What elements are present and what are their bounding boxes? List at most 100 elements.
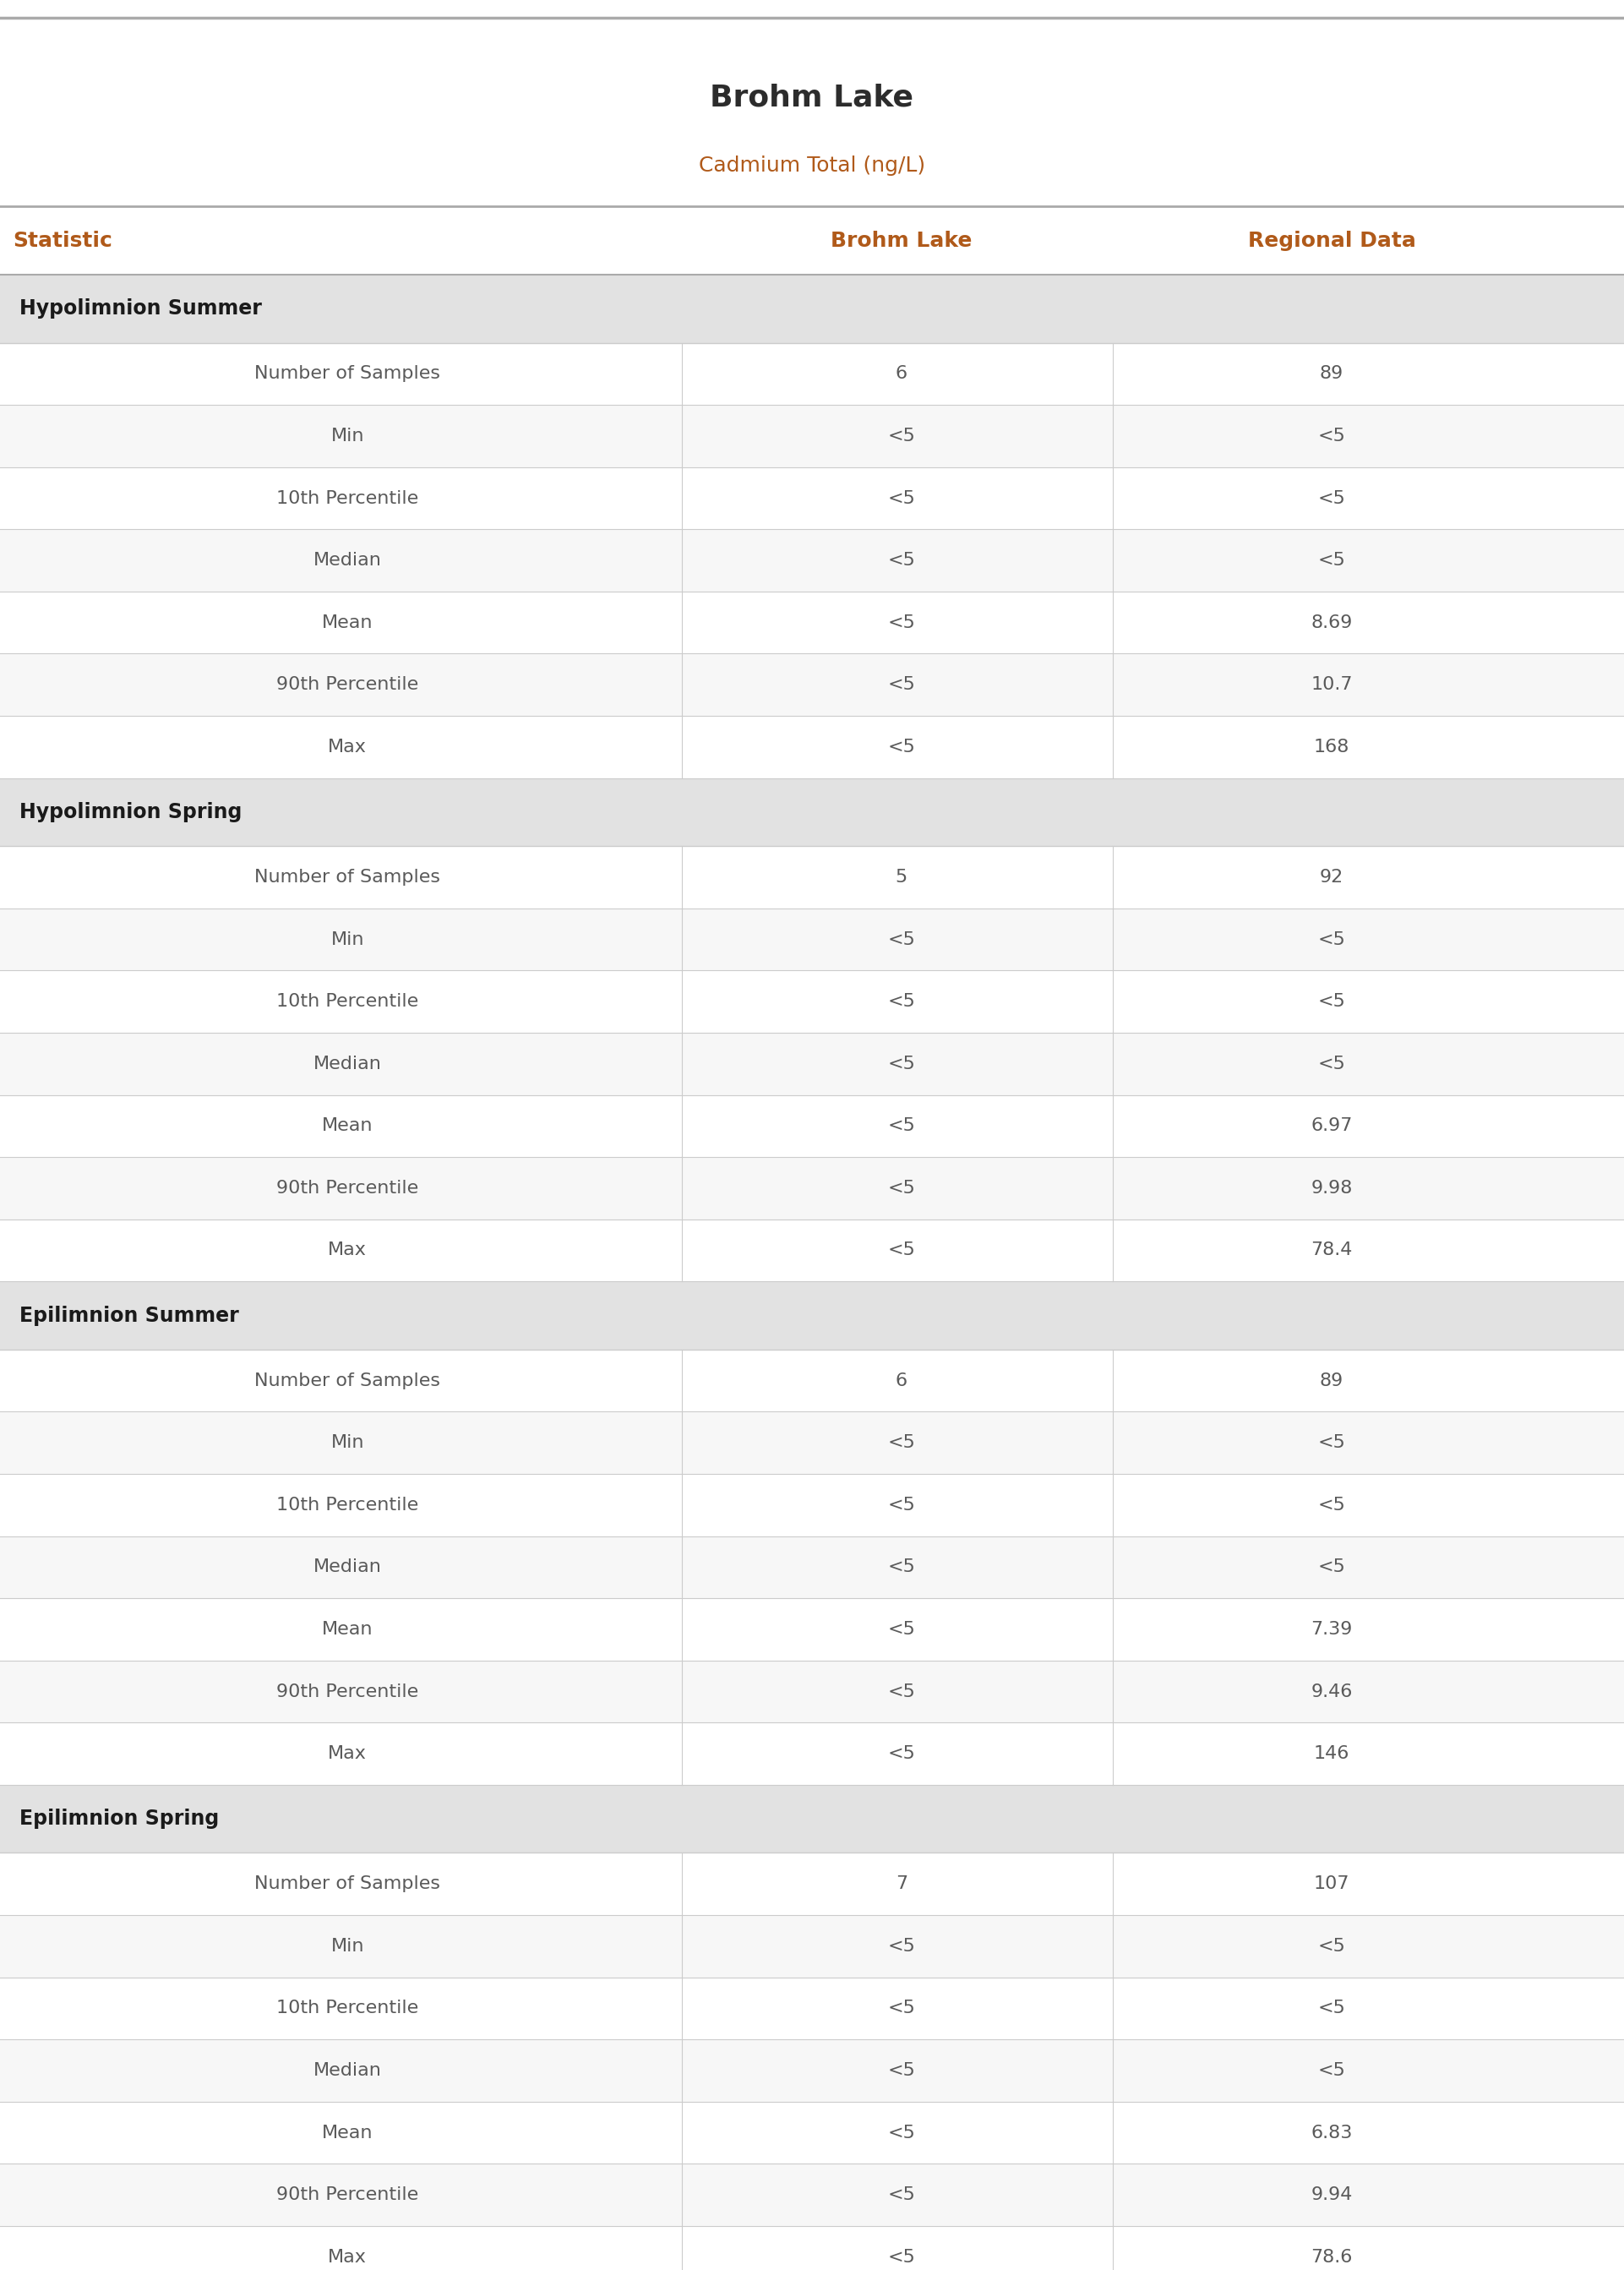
Text: 6.97: 6.97 [1311, 1117, 1353, 1135]
Text: Min: Min [331, 427, 364, 445]
Text: Number of Samples: Number of Samples [255, 869, 440, 885]
Text: Epilimnion Spring: Epilimnion Spring [19, 1809, 219, 1830]
Bar [0, 972, 1624, 1033]
Text: Min: Min [331, 931, 364, 949]
Text: <5: <5 [887, 1435, 916, 1451]
Text: Median: Median [313, 2061, 382, 2079]
Text: 168: 168 [1314, 738, 1350, 756]
Text: Hypolimnion Spring: Hypolimnion Spring [19, 801, 242, 822]
Text: Brohm Lake: Brohm Lake [830, 232, 973, 250]
Text: 78.4: 78.4 [1311, 1242, 1353, 1260]
Text: <5: <5 [1317, 552, 1346, 570]
Text: <5: <5 [887, 931, 916, 949]
Text: 146: 146 [1314, 1746, 1350, 1762]
Text: <5: <5 [887, 1117, 916, 1135]
Text: <5: <5 [887, 1939, 916, 1954]
Text: Mean: Mean [322, 1117, 374, 1135]
Text: Number of Samples: Number of Samples [255, 1371, 440, 1389]
Bar [0, 1412, 1624, 1473]
Text: Statistic: Statistic [13, 232, 112, 250]
Bar [0, 275, 1624, 343]
Text: <5: <5 [887, 994, 916, 1010]
Text: Regional Data: Regional Data [1247, 232, 1416, 250]
Bar [0, 529, 1624, 592]
Text: Median: Median [313, 1056, 382, 1071]
Text: 90th Percentile: 90th Percentile [276, 676, 419, 692]
Bar [0, 1280, 1624, 1348]
Bar [0, 1598, 1624, 1659]
Text: 90th Percentile: 90th Percentile [276, 1682, 419, 1700]
Text: Brohm Lake: Brohm Lake [710, 84, 914, 111]
Text: Min: Min [331, 1939, 364, 1954]
Text: <5: <5 [887, 1746, 916, 1762]
Bar [0, 468, 1624, 529]
Text: 7: 7 [895, 1875, 908, 1893]
Text: 5: 5 [895, 869, 908, 885]
Text: <5: <5 [887, 490, 916, 506]
Text: Max: Max [328, 2250, 367, 2265]
Text: <5: <5 [887, 1496, 916, 1514]
Text: Min: Min [331, 1435, 364, 1451]
Text: Cadmium Total (ng/L): Cadmium Total (ng/L) [698, 157, 926, 175]
Text: Hypolimnion Summer: Hypolimnion Summer [19, 300, 261, 318]
Bar [0, 1473, 1624, 1537]
Text: 10th Percentile: 10th Percentile [276, 994, 419, 1010]
Bar [0, 2102, 1624, 2163]
Bar [0, 847, 1624, 908]
Bar [0, 1348, 1624, 1412]
Text: Median: Median [313, 552, 382, 570]
Text: 6: 6 [895, 1371, 908, 1389]
Text: 9.94: 9.94 [1311, 2186, 1353, 2204]
Text: 10th Percentile: 10th Percentile [276, 490, 419, 506]
Text: 89: 89 [1320, 365, 1343, 381]
Text: 10.7: 10.7 [1311, 676, 1353, 692]
Text: 90th Percentile: 90th Percentile [276, 2186, 419, 2204]
Text: <5: <5 [1317, 931, 1346, 949]
Text: <5: <5 [1317, 490, 1346, 506]
Text: <5: <5 [887, 2186, 916, 2204]
Text: Max: Max [328, 738, 367, 756]
Text: <5: <5 [887, 2061, 916, 2079]
Bar [0, 1784, 1624, 1852]
Bar [0, 1977, 1624, 2038]
Text: <5: <5 [1317, 1496, 1346, 1514]
Text: 9.46: 9.46 [1311, 1682, 1353, 1700]
Text: 6.83: 6.83 [1311, 2125, 1353, 2141]
Text: <5: <5 [1317, 2061, 1346, 2079]
Bar [0, 2163, 1624, 2227]
Text: Mean: Mean [322, 615, 374, 631]
Text: <5: <5 [1317, 994, 1346, 1010]
Text: <5: <5 [1317, 1056, 1346, 1071]
Text: 7.39: 7.39 [1311, 1621, 1353, 1637]
Bar [0, 1659, 1624, 1723]
Bar [0, 1537, 1624, 1598]
Text: 90th Percentile: 90th Percentile [276, 1180, 419, 1196]
Text: Median: Median [313, 1559, 382, 1575]
Text: 92: 92 [1320, 869, 1343, 885]
Bar [0, 2038, 1624, 2102]
Bar [0, 1852, 1624, 1916]
Text: <5: <5 [1317, 1435, 1346, 1451]
Text: 10th Percentile: 10th Percentile [276, 1496, 419, 1514]
Text: 78.6: 78.6 [1311, 2250, 1353, 2265]
Text: <5: <5 [887, 1242, 916, 1260]
Text: Number of Samples: Number of Samples [255, 365, 440, 381]
Bar [0, 1723, 1624, 1784]
Text: 6: 6 [895, 365, 908, 381]
Text: Mean: Mean [322, 1621, 374, 1637]
Text: 8.69: 8.69 [1311, 615, 1353, 631]
Bar [0, 1916, 1624, 1977]
Text: <5: <5 [887, 552, 916, 570]
Text: <5: <5 [1317, 1559, 1346, 1575]
Text: <5: <5 [887, 2125, 916, 2141]
Text: <5: <5 [887, 1682, 916, 1700]
Text: <5: <5 [887, 738, 916, 756]
Bar [0, 1033, 1624, 1094]
Bar [0, 715, 1624, 779]
Text: 107: 107 [1314, 1875, 1350, 1893]
Text: <5: <5 [1317, 1939, 1346, 1954]
Bar [0, 404, 1624, 468]
Text: Max: Max [328, 1242, 367, 1260]
Bar [0, 343, 1624, 404]
Bar [0, 2227, 1624, 2270]
